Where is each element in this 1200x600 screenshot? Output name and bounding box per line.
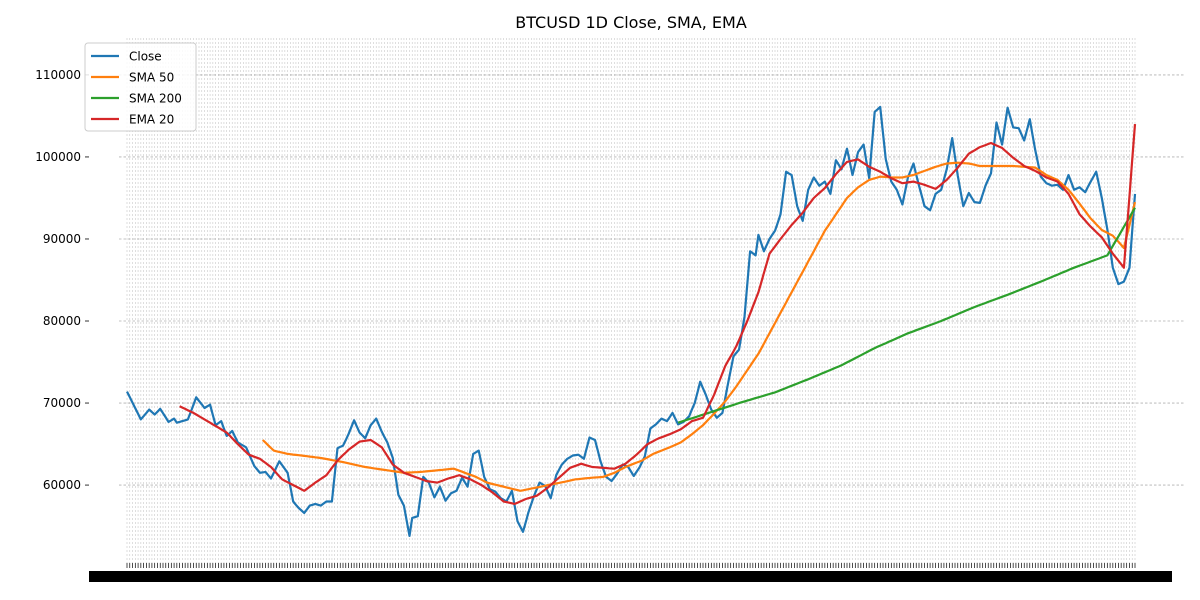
legend-label-sma-200: SMA 200: [129, 92, 182, 106]
y-tick-label: 90000: [43, 232, 81, 246]
legend-label-ema-20: EMA 20: [129, 113, 174, 127]
y-tick-label: 80000: [43, 314, 81, 328]
y-axis-ticks: 60000 70000 80000 90000 100000 110000: [35, 68, 89, 492]
legend-label-close: Close: [129, 50, 162, 64]
legend: Close SMA 50 SMA 200 EMA 20: [84, 42, 197, 132]
series-line-ema-20: [179, 124, 1137, 505]
y-tick-label: 100000: [35, 150, 81, 164]
series-line-sma-200: [677, 207, 1136, 424]
x-axis-ticks: [89, 563, 1172, 582]
legend-label-sma-50: SMA 50: [129, 71, 174, 85]
legend-box: [84, 42, 197, 132]
y-tick-label: 110000: [35, 68, 81, 82]
chart-title: BTCUSD 1D Close, SMA, EMA: [515, 13, 747, 32]
series-line-sma-50: [261, 161, 1137, 492]
y-tick-label: 70000: [43, 396, 81, 410]
x-tick-label-band: [89, 571, 1172, 582]
vertical-grid: [126, 38, 1136, 563]
series-line-close: [126, 105, 1137, 537]
series-lines: [126, 105, 1137, 537]
horizontal-grid: [119, 74, 1185, 486]
y-tick-label: 60000: [43, 478, 81, 492]
